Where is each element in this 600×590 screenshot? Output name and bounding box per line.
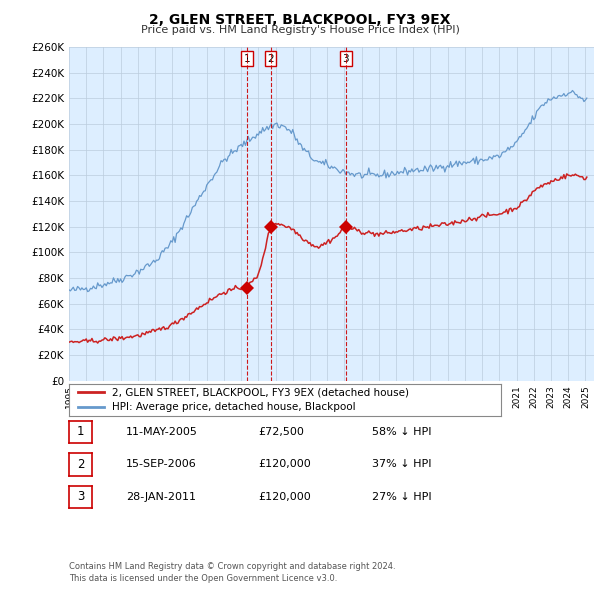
Text: 2: 2 — [267, 54, 274, 64]
Text: 3: 3 — [77, 490, 84, 503]
Text: Price paid vs. HM Land Registry's House Price Index (HPI): Price paid vs. HM Land Registry's House … — [140, 25, 460, 35]
Text: 11-MAY-2005: 11-MAY-2005 — [126, 427, 198, 437]
Text: 15-SEP-2006: 15-SEP-2006 — [126, 460, 197, 469]
Text: 27% ↓ HPI: 27% ↓ HPI — [372, 492, 431, 502]
Text: 2, GLEN STREET, BLACKPOOL, FY3 9EX: 2, GLEN STREET, BLACKPOOL, FY3 9EX — [149, 13, 451, 27]
Text: 28-JAN-2011: 28-JAN-2011 — [126, 492, 196, 502]
Text: 1: 1 — [244, 54, 251, 64]
Text: Contains HM Land Registry data © Crown copyright and database right 2024.
This d: Contains HM Land Registry data © Crown c… — [69, 562, 395, 583]
Text: 2, GLEN STREET, BLACKPOOL, FY3 9EX (detached house): 2, GLEN STREET, BLACKPOOL, FY3 9EX (deta… — [112, 387, 409, 397]
Text: 3: 3 — [343, 54, 349, 64]
Text: HPI: Average price, detached house, Blackpool: HPI: Average price, detached house, Blac… — [112, 402, 356, 412]
Text: £120,000: £120,000 — [258, 492, 311, 502]
Text: £120,000: £120,000 — [258, 460, 311, 469]
Text: 1: 1 — [77, 425, 84, 438]
Text: £72,500: £72,500 — [258, 427, 304, 437]
Text: 2: 2 — [77, 458, 84, 471]
Text: 37% ↓ HPI: 37% ↓ HPI — [372, 460, 431, 469]
Text: 58% ↓ HPI: 58% ↓ HPI — [372, 427, 431, 437]
